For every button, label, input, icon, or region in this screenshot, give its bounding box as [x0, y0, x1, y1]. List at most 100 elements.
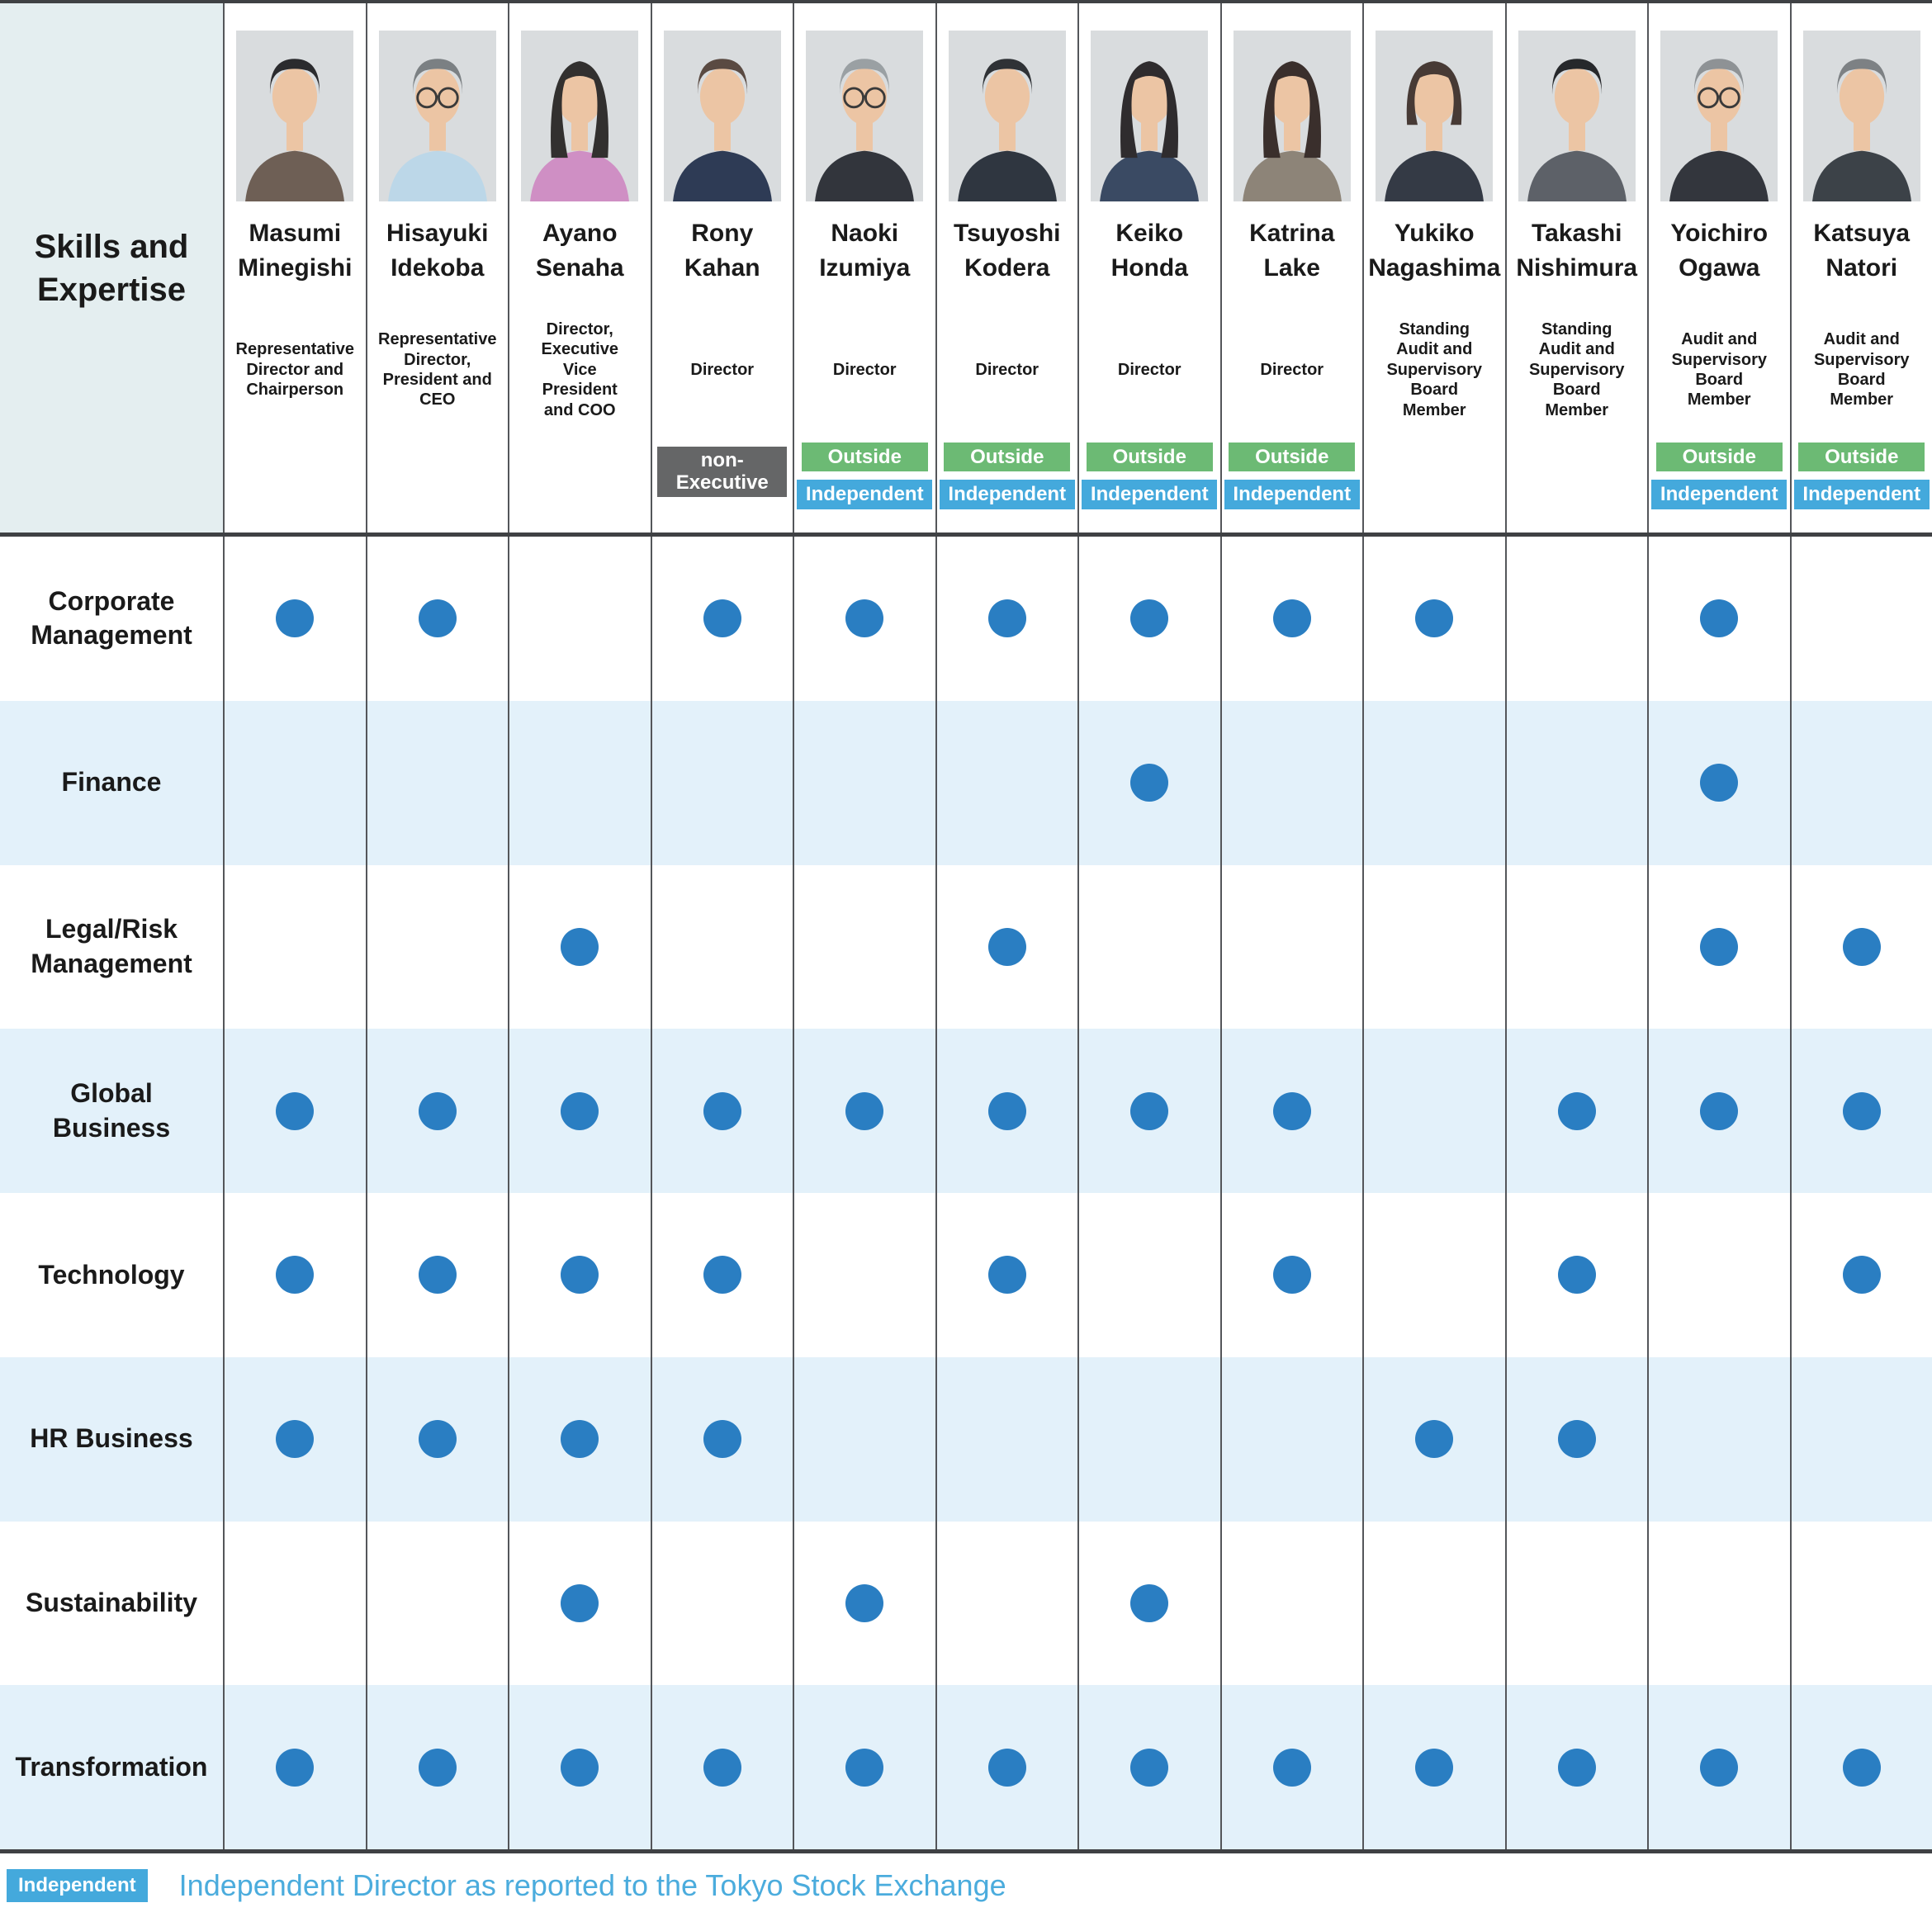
- skill-cell: [1219, 1193, 1363, 1357]
- member-column-11: Yoichiro Ogawa Audit and Supervisory Board Me…: [1647, 3, 1790, 532]
- member-column-7: Keiko Honda Director Outside Independent: [1077, 3, 1220, 532]
- skill-cell: [935, 1029, 1078, 1193]
- skill-dot: [561, 1256, 599, 1295]
- skill-cell: [935, 537, 1078, 701]
- skill-label: Corporate Management: [31, 585, 192, 651]
- skill-dot: [561, 1420, 599, 1459]
- skill-cell: [935, 864, 1078, 1030]
- member-title: Audit and Supervisory Board Member: [1671, 330, 1768, 409]
- skill-cell: [508, 537, 651, 701]
- member-column-1: Masumi Minegishi Representative Director an…: [223, 3, 366, 532]
- member-portrait-image: [378, 31, 496, 201]
- outside-badge: Outside: [1655, 442, 1783, 472]
- skill-cell: [1789, 1521, 1932, 1686]
- member-title: Standing Audit and Supervisory Board Member: [1528, 320, 1625, 419]
- skill-cell: [1789, 1356, 1932, 1522]
- skill-dot: [703, 1748, 741, 1787]
- skill-dot: [276, 1748, 315, 1787]
- skill-cell: [1077, 537, 1220, 701]
- skill-label: Sustainability: [25, 1588, 198, 1618]
- member-title: Representative Director and Chairperson: [235, 340, 354, 400]
- skill-cell: [1219, 537, 1363, 701]
- skill-dot: [1557, 1420, 1596, 1459]
- skill-cell: [650, 1193, 793, 1357]
- member-column-12: Katsuya Natori Audit and Supervisory Board Me…: [1789, 3, 1932, 532]
- skill-cell: [1789, 700, 1932, 865]
- member-photo: [236, 31, 354, 201]
- member-name: Keiko Honda: [1110, 220, 1188, 282]
- skill-cell: [1647, 1356, 1790, 1522]
- member-column-3: Ayano Senaha Director, Executive Vice Preside…: [508, 3, 651, 532]
- member-portrait-image: [948, 31, 1066, 201]
- skill-cell: [935, 700, 1078, 865]
- skill-cell: [650, 864, 793, 1030]
- skill-cell: [793, 1193, 935, 1357]
- member-badges: Outside Independent: [1649, 442, 1790, 509]
- skill-cell: [1647, 537, 1790, 701]
- member-photo: [1518, 31, 1636, 201]
- skill-cell: [1647, 1029, 1790, 1193]
- skill-dot: [845, 1748, 884, 1787]
- skill-dot: [987, 1256, 1026, 1295]
- skill-dot: [1130, 764, 1169, 802]
- member-title: Representative Director, President and CEO: [378, 330, 497, 409]
- skill-cell: [1647, 1685, 1790, 1849]
- member-title: Director: [1260, 360, 1324, 379]
- skill-dot: [276, 1420, 315, 1459]
- skill-cell: [935, 1685, 1078, 1849]
- skill-dot: [703, 1420, 741, 1459]
- skill-cell: [365, 1685, 509, 1849]
- skill-cell: [1077, 1029, 1220, 1193]
- skill-cell: [1647, 1193, 1790, 1357]
- skill-dot: [1272, 1091, 1311, 1130]
- legend: Independent Independent Director as repo…: [7, 1859, 1006, 1912]
- skill-cell: [365, 700, 509, 865]
- skill-dot: [703, 1091, 741, 1130]
- skill-cell: [793, 1029, 935, 1193]
- skill-dot: [1700, 764, 1739, 802]
- skill-dot: [276, 1256, 315, 1295]
- skill-dot: [1130, 1748, 1169, 1787]
- member-column-4: Rony Kahan Director non- Executive: [650, 3, 793, 532]
- skill-cell: [508, 1029, 651, 1193]
- member-title: Director, Executive Vice President and COO: [541, 320, 618, 419]
- member-title: Standing Audit and Supervisory Board Member: [1386, 320, 1483, 419]
- skill-dot: [276, 1091, 315, 1130]
- member-column-6: Tsuyoshi Kodera Director Outside Independent: [935, 3, 1077, 532]
- legend-independent-badge: Independent: [7, 1869, 148, 1902]
- member-photo: [1660, 31, 1778, 201]
- outside-badge: Outside: [944, 442, 1071, 472]
- member-photo: [806, 31, 924, 201]
- member-photo: [1376, 31, 1494, 201]
- member-badges: non- Executive: [652, 446, 793, 509]
- skill-cell: [223, 1356, 366, 1522]
- skill-dot: [1415, 599, 1454, 638]
- skill-cell: [793, 864, 935, 1030]
- member-name: Hisayuki Idekoba: [386, 220, 489, 282]
- member-portrait-image: [806, 31, 924, 201]
- skill-cell: [223, 700, 366, 865]
- skill-cell: [1219, 864, 1363, 1030]
- skill-cell: [1362, 1356, 1505, 1522]
- member-name: Takashi Nishimura: [1516, 220, 1638, 282]
- skill-dot: [1130, 1583, 1169, 1622]
- skill-dot: [418, 1420, 457, 1459]
- member-badges: Outside Independent: [1079, 442, 1220, 509]
- skill-cell: [223, 1193, 366, 1357]
- skill-cell: [365, 1356, 509, 1522]
- independent-badge: Independent: [1651, 480, 1788, 509]
- skill-dot: [845, 1583, 884, 1622]
- independent-badge: Independent: [1793, 480, 1930, 509]
- skill-dot: [1700, 1748, 1739, 1787]
- skill-cell: [1647, 864, 1790, 1030]
- skill-row-corporate-management: Corporate Management: [0, 537, 1932, 701]
- member-name: Katsuya Natori: [1813, 220, 1911, 282]
- member-portrait-image: [236, 31, 354, 201]
- skill-cell: [1362, 700, 1505, 865]
- member-portrait-image: [1091, 31, 1209, 201]
- skill-label: HR Business: [30, 1423, 193, 1454]
- skill-row-hr-business: HR Business: [0, 1356, 1932, 1522]
- skill-row-transformation: Transformation: [0, 1685, 1932, 1849]
- independent-badge: Independent: [1082, 480, 1218, 509]
